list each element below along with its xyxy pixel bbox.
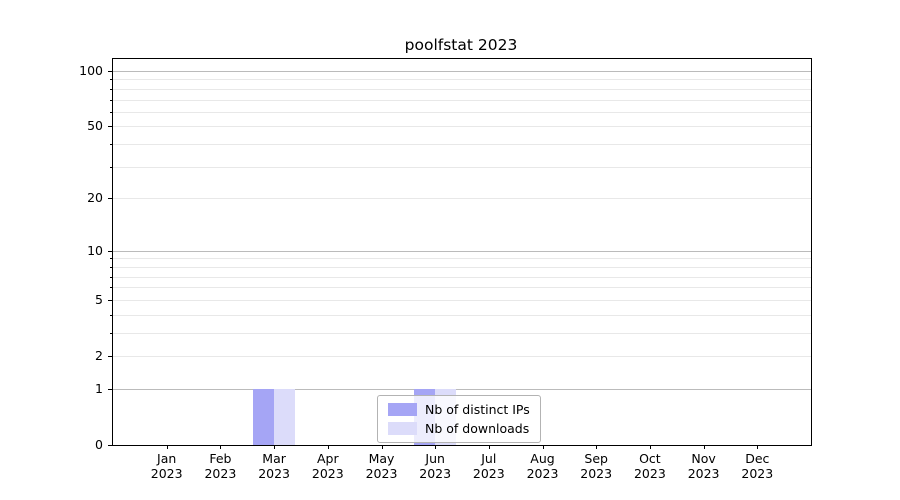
bar-nb-of-downloads-mar xyxy=(274,388,296,445)
gridline-minor-40 xyxy=(113,144,811,146)
x-tick-label-mar: Mar 2023 xyxy=(258,451,290,481)
legend-swatch-distinct-ips xyxy=(388,403,417,416)
gridline-minor-7 xyxy=(113,276,811,278)
x-tick-mark-jun xyxy=(435,445,437,449)
gridline-minor-50 xyxy=(113,126,811,128)
x-tick-label-nov: Nov 2023 xyxy=(687,451,720,481)
y-tick-mark-50 xyxy=(108,126,112,128)
y-tick-mark-100 xyxy=(108,71,112,72)
y-tick-mark-10 xyxy=(108,250,112,252)
x-tick-label-jun: Jun 2023 xyxy=(419,451,452,481)
gridline-minor-8 xyxy=(113,266,811,268)
x-tick-mark-aug xyxy=(542,445,544,449)
y-minor-tick-mark-60 xyxy=(110,111,112,113)
gridline-minor-6 xyxy=(113,287,811,289)
gridline-minor-2 xyxy=(113,356,811,357)
legend-item-downloads: Nb of downloads xyxy=(388,421,530,436)
bar-nb-of-distinct-ips-mar xyxy=(253,388,275,445)
gridline-minor-30 xyxy=(113,166,811,168)
x-tick-label-jul: Jul 2023 xyxy=(472,451,505,481)
y-tick-label-5: 5 xyxy=(95,291,103,307)
gridline-minor-60 xyxy=(113,111,811,113)
gridline-minor-20 xyxy=(113,198,811,200)
x-tick-mark-may xyxy=(381,445,383,449)
x-tick-mark-feb xyxy=(220,445,222,449)
x-tick-label-jan: Jan 2023 xyxy=(150,451,183,481)
y-minor-tick-mark-80 xyxy=(110,88,112,90)
gridline-minor-80 xyxy=(113,88,811,90)
plot-area: 0 1 2 5 10 20 50 100 Jan 2023 Feb 2023 Mar 2023 Ap… xyxy=(79,58,812,480)
gridline-major-100 xyxy=(113,71,811,72)
legend-swatch-downloads xyxy=(388,422,417,435)
y-minor-tick-mark-6 xyxy=(110,287,112,289)
y-minor-tick-mark-9 xyxy=(110,258,112,260)
legend-label-downloads: Nb of downloads xyxy=(425,421,530,436)
legend: Nb of distinct IPs Nb of downloads xyxy=(377,395,541,443)
y-tick-mark-0 xyxy=(108,445,112,446)
y-minor-tick-mark-4 xyxy=(110,314,112,316)
y-minor-tick-mark-7 xyxy=(110,276,112,278)
x-tick-label-sep: Sep 2023 xyxy=(580,451,613,481)
chart-title: poolfstat 2023 xyxy=(404,36,518,54)
y-tick-label-20: 20 xyxy=(87,190,103,206)
y-minor-tick-mark-3 xyxy=(110,332,112,334)
gridline-minor-90 xyxy=(113,79,811,81)
x-tick-label-apr: Apr 2023 xyxy=(311,451,344,481)
x-tick-mark-apr xyxy=(327,445,329,449)
gridline-minor-5 xyxy=(113,299,811,301)
y-tick-label-100: 100 xyxy=(79,63,103,78)
y-tick-label-50: 50 xyxy=(87,118,103,134)
x-tick-mark-sep xyxy=(596,445,598,449)
y-tick-mark-20 xyxy=(108,198,112,200)
y-tick-mark-1 xyxy=(108,388,112,390)
y-tick-label-0: 0 xyxy=(95,437,103,452)
y-tick-label-1: 1 xyxy=(95,380,103,396)
x-tick-label-feb: Feb 2023 xyxy=(204,451,237,481)
gridline-minor-70 xyxy=(113,99,811,101)
x-tick-mark-nov xyxy=(703,445,705,449)
gridline-minor-4 xyxy=(113,314,811,316)
y-minor-tick-mark-30 xyxy=(110,166,112,168)
gridline-major-1 xyxy=(113,388,811,390)
x-tick-mark-dec xyxy=(757,445,759,449)
x-tick-mark-jan xyxy=(166,445,168,449)
x-tick-label-dec: Dec 2023 xyxy=(741,451,774,481)
y-tick-label-2: 2 xyxy=(95,348,103,363)
x-tick-label-oct: Oct 2023 xyxy=(633,451,666,481)
y-tick-mark-5 xyxy=(108,299,112,301)
x-tick-mark-oct xyxy=(649,445,651,449)
gridline-minor-9 xyxy=(113,258,811,260)
legend-item-distinct-ips: Nb of distinct IPs xyxy=(388,402,530,417)
gridline-minor-3 xyxy=(113,332,811,334)
y-minor-tick-mark-8 xyxy=(110,266,112,268)
y-minor-tick-mark-70 xyxy=(110,99,112,101)
y-minor-tick-mark-40 xyxy=(110,144,112,146)
x-tick-mark-mar xyxy=(274,445,276,449)
x-tick-label-aug: Aug 2023 xyxy=(526,451,559,481)
y-minor-tick-mark-90 xyxy=(110,79,112,81)
y-tick-label-10: 10 xyxy=(87,242,103,258)
gridline-major-10 xyxy=(113,250,811,252)
x-tick-label-may: May 2023 xyxy=(365,451,398,481)
x-tick-mark-jul xyxy=(488,445,490,449)
legend-label-distinct-ips: Nb of distinct IPs xyxy=(425,402,530,417)
y-tick-mark-2 xyxy=(108,356,112,357)
